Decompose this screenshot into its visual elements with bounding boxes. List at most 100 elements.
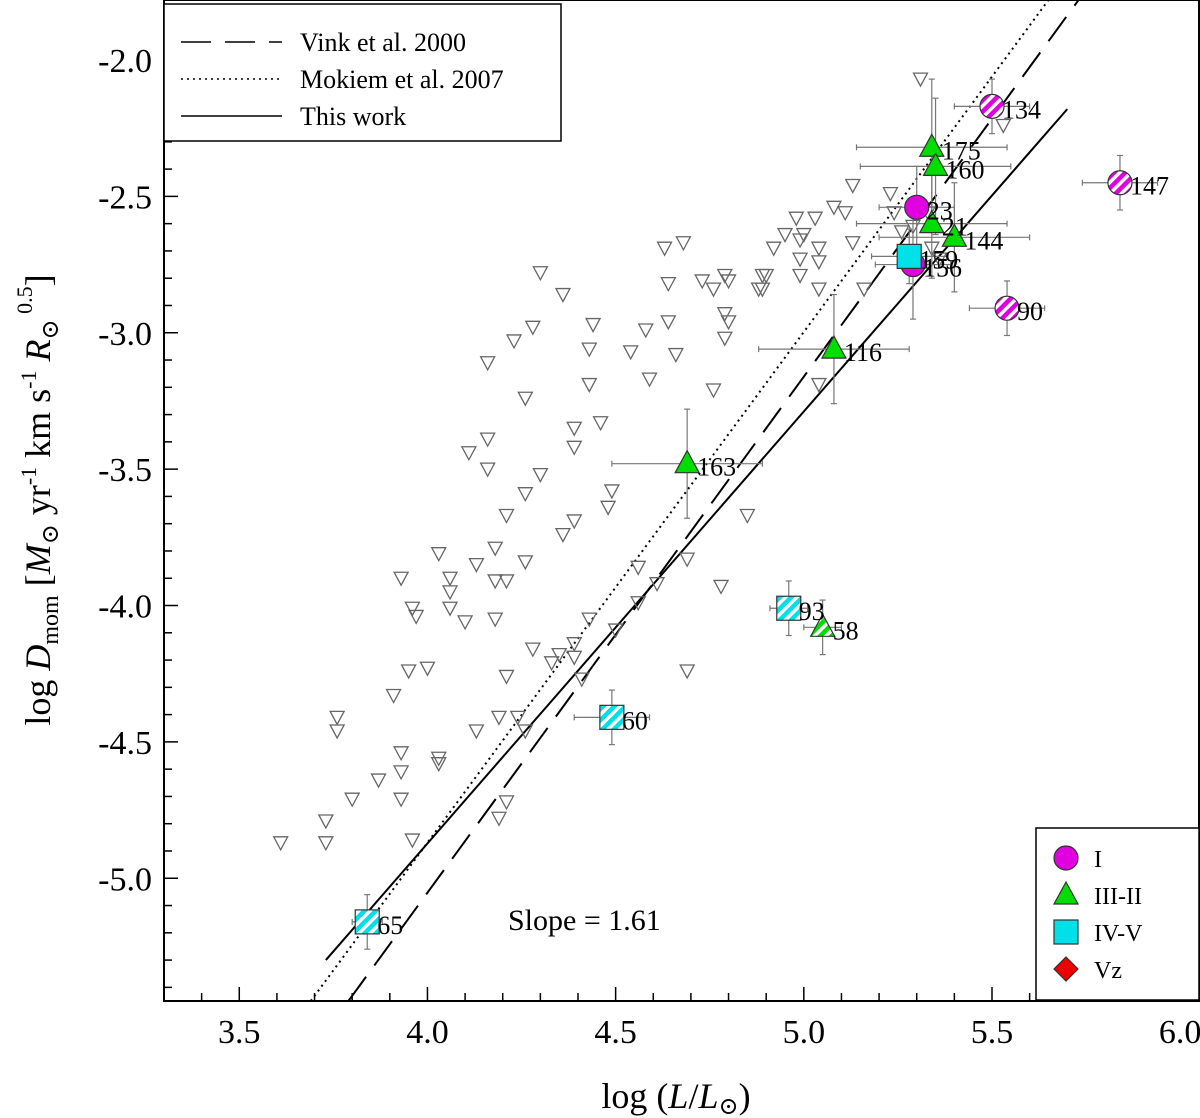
star-marker-21: [918, 209, 945, 234]
line-legend-box: [163, 3, 562, 142]
legend-marker-diamond: [1053, 956, 1079, 982]
upper-limit-marker: [660, 277, 677, 293]
class-legend-label: Vz: [1094, 958, 1122, 984]
upper-limit-marker: [566, 514, 583, 530]
star-label-116: 116: [844, 338, 882, 367]
star-marker-147: [1107, 170, 1133, 196]
upper-limit-marker: [810, 282, 827, 298]
upper-limit-marker: [705, 383, 722, 399]
upper-limit-marker: [603, 484, 620, 500]
upper-limit-marker: [630, 560, 647, 576]
upper-limit-marker: [810, 377, 827, 393]
upper-limit-marker: [404, 601, 421, 617]
class-legend-label: I: [1094, 847, 1102, 873]
star-label-21: 21: [942, 213, 968, 242]
upper-limit-marker: [551, 647, 568, 663]
upper-limit-marker: [660, 315, 677, 331]
y-axis-label: log Dmom [M⊙ yr-1 km s-1 R⊙ 0.5]: [12, 274, 64, 725]
upper-limit-marker: [487, 541, 504, 557]
legend-line-label: This work: [300, 102, 406, 131]
star-label-160: 160: [946, 155, 985, 184]
slope-annotation: Slope = 1.61: [508, 904, 661, 937]
x-tick-label: 5.0: [783, 1014, 826, 1051]
upper-limit-marker: [400, 664, 417, 680]
upper-limit-marker: [825, 200, 843, 216]
upper-limit-marker: [329, 710, 346, 726]
x-tick-label: 4.0: [406, 1014, 449, 1051]
star-label-147: 147: [1130, 172, 1169, 201]
star-marker-175: [918, 133, 945, 157]
upper-limit-marker: [329, 724, 346, 740]
upper-limit-marker: [573, 672, 590, 688]
upper-limit-marker: [524, 320, 541, 336]
x-tick-label: 5.5: [971, 1014, 1014, 1051]
upper-limit-marker: [716, 307, 733, 323]
upper-limit-marker: [667, 347, 684, 363]
upper-limit-marker: [844, 236, 861, 252]
upper-limit-marker: [882, 187, 899, 203]
star-label-23: 23: [927, 196, 953, 225]
relation-line-solid: [325, 108, 1069, 961]
upper-limit-marker: [765, 241, 782, 257]
upper-limit-marker: [630, 596, 647, 612]
upper-limit-marker: [498, 574, 515, 590]
x-tick-label: 4.5: [594, 1014, 637, 1051]
y-tick-label: -4.5: [98, 725, 152, 762]
upper-limit-marker: [648, 577, 666, 593]
upper-limit-marker: [807, 211, 824, 227]
upper-limit-marker: [716, 268, 733, 284]
upper-limit-marker: [600, 500, 617, 516]
upper-limit-marker: [385, 688, 402, 704]
upper-limit-marker: [517, 487, 534, 503]
upper-limit-marker: [487, 574, 504, 590]
y-tick-label: -3.5: [98, 452, 152, 489]
upper-limit-marker: [637, 323, 654, 339]
star-marker-58: [809, 613, 836, 637]
upper-limit-marker: [931, 252, 948, 268]
plot-frame: [163, 0, 1200, 1002]
upper-limit-marker: [566, 421, 583, 437]
upper-limit-marker: [468, 557, 485, 573]
upper-limit-marker: [532, 266, 549, 282]
upper-limit-marker: [517, 724, 534, 740]
upper-limit-marker: [995, 118, 1012, 134]
star-marker-23: [904, 194, 930, 220]
y-tick-label: -5.0: [98, 861, 152, 898]
legend-line-label: Vink et al. 2000: [300, 28, 466, 57]
x-tick-label: 3.5: [218, 1014, 261, 1051]
upper-limit-marker: [581, 342, 598, 358]
upper-limit-marker: [584, 317, 602, 333]
upper-limit-marker: [524, 642, 541, 658]
star-label-60: 60: [622, 706, 648, 735]
star-marker-159: [896, 243, 922, 269]
star-marker-163: [674, 449, 701, 474]
upper-limit-marker: [487, 612, 504, 628]
legend-marker-triangle: [1052, 880, 1080, 905]
upper-limit-marker: [457, 615, 474, 631]
upper-limit-marker: [498, 669, 515, 685]
y-tick-label: -3.0: [98, 316, 152, 353]
upper-limit-marker: [566, 440, 583, 456]
upper-limit-marker: [776, 227, 794, 243]
star-label-144: 144: [964, 226, 1003, 255]
upper-limit-marker: [656, 241, 673, 257]
upper-limit-marker: [419, 661, 436, 677]
upper-limit-marker: [498, 795, 515, 811]
upper-limit-marker: [754, 282, 771, 298]
upper-limit-marker: [393, 571, 410, 587]
upper-limit-marker: [855, 282, 873, 298]
upper-limit-marker: [490, 710, 508, 726]
upper-limit-marker: [795, 227, 812, 243]
upper-limit-marker: [622, 345, 639, 361]
star-label-163: 163: [697, 453, 736, 482]
upper-limit-marker: [532, 467, 549, 483]
upper-limit-marker: [788, 211, 805, 227]
upper-limit-marker: [566, 637, 583, 653]
x-axis-label: log (L/L⊙): [601, 1076, 750, 1118]
upper-limit-marker: [716, 331, 733, 347]
upper-limit-marker: [758, 268, 775, 284]
upper-limit-marker: [517, 391, 534, 407]
upper-limit-marker: [393, 792, 410, 808]
star-marker-90: [994, 295, 1020, 321]
upper-limit-marker: [479, 432, 496, 448]
